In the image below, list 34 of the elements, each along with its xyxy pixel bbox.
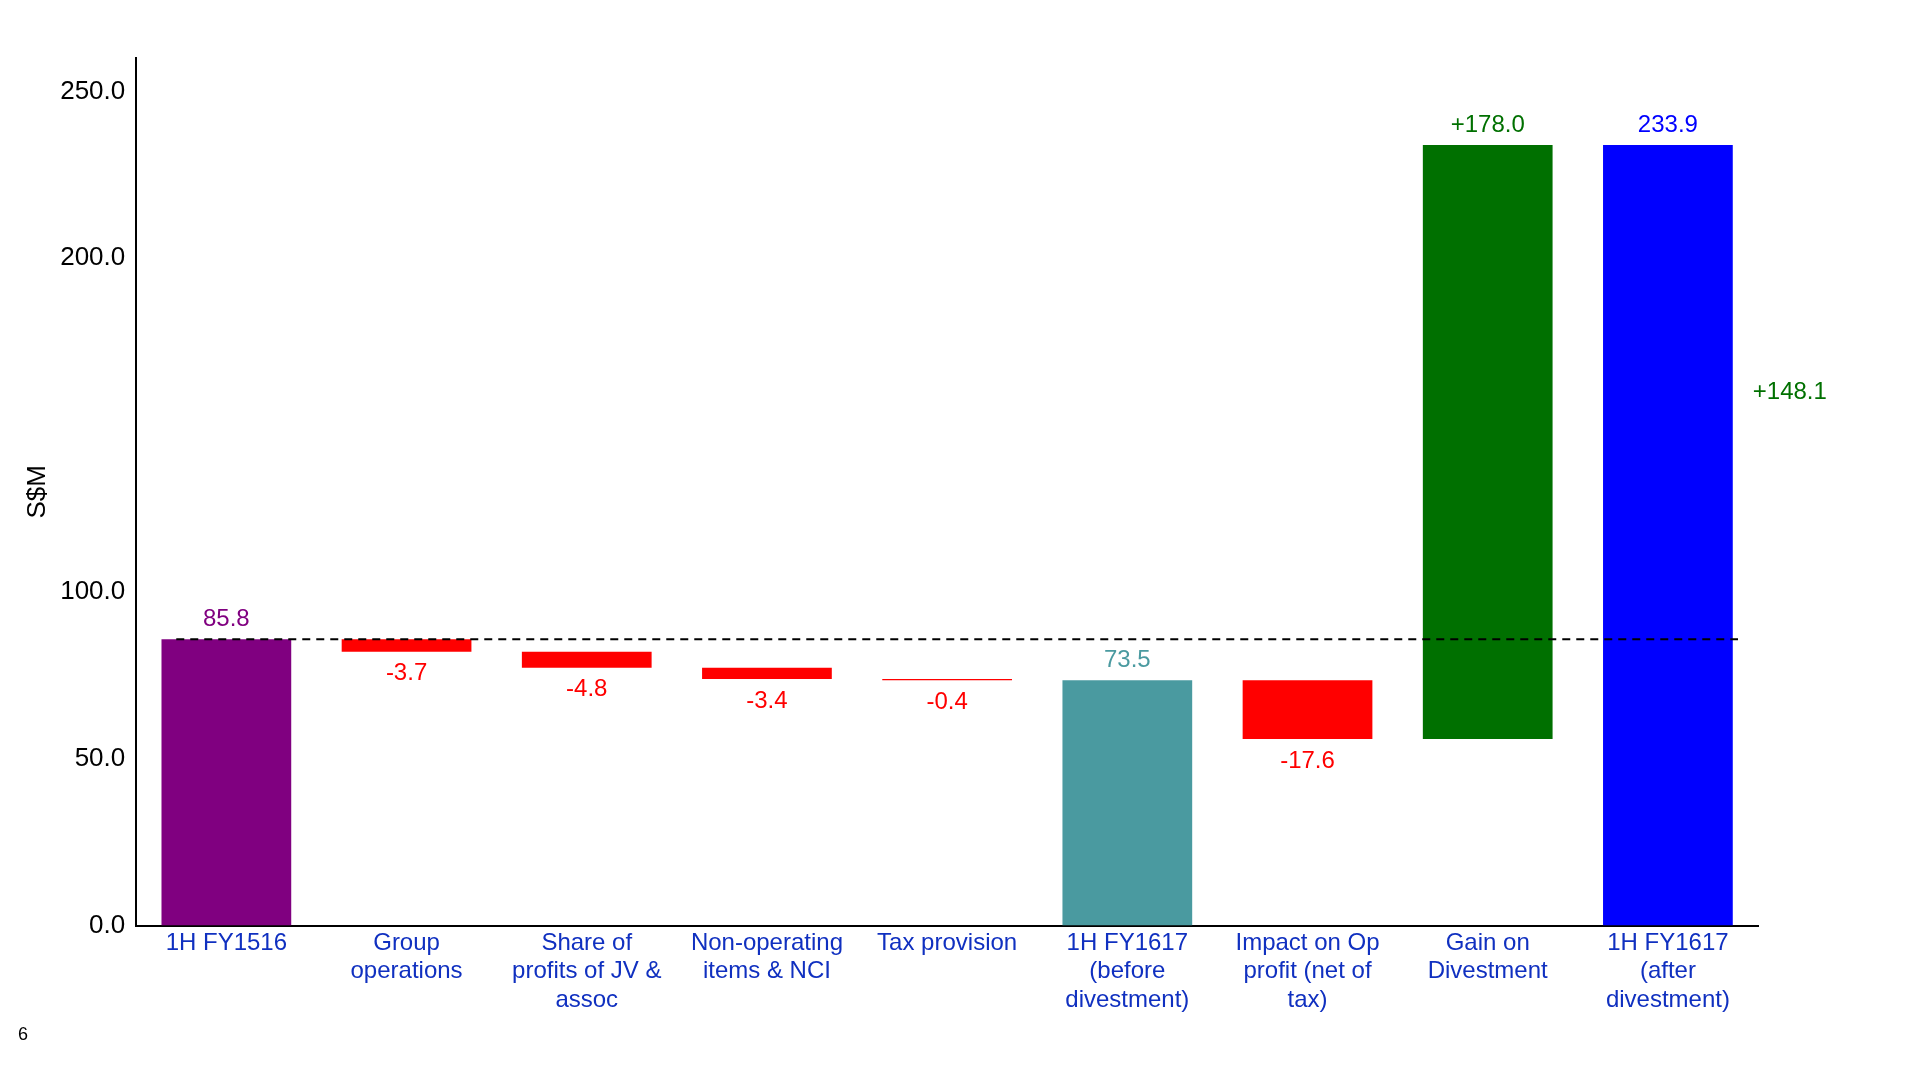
x-tick-label: Tax provision [877, 927, 1018, 955]
bar [521, 651, 652, 668]
bar [1242, 680, 1373, 740]
data-label: -4.8 [566, 674, 608, 702]
bar [161, 639, 292, 926]
data-label: -3.4 [746, 685, 788, 713]
x-tick-label: Gain on Divestment [1427, 927, 1549, 984]
y-tick-label: 200.0 [60, 241, 126, 272]
x-tick-label: Share of profits of JV & assoc [512, 927, 662, 1013]
y-axis-title: S$M [20, 465, 51, 519]
y-tick-label: 250.0 [60, 74, 126, 105]
text: +148.1 [1752, 376, 1827, 404]
data-label: -3.7 [385, 658, 428, 686]
x-tick-label: Impact on Op profit (net of tax) [1235, 927, 1380, 1013]
x-tick-label: 1H FY1617 (after divestment) [1605, 927, 1730, 1013]
y-tick-label: 0.0 [89, 908, 126, 939]
bar [1062, 680, 1193, 926]
data-label: -0.4 [926, 686, 968, 714]
y-tick-label: 50.0 [74, 741, 126, 772]
bar [1422, 145, 1553, 740]
data-label: -17.6 [1280, 745, 1335, 773]
x-tick-label: Non-operating items & NCI [690, 927, 843, 984]
data-label: 233.9 [1637, 109, 1698, 137]
bar [1603, 145, 1733, 926]
data-label: +178.0 [1450, 109, 1525, 137]
bar [702, 667, 832, 679]
data-label: 85.8 [203, 603, 250, 631]
x-tick-label: Group operations [350, 927, 463, 984]
data-label: 73.5 [1103, 644, 1151, 672]
y-tick-label: 100.0 [60, 575, 126, 606]
text: 6 [18, 1023, 29, 1044]
x-tick-label: 1H FY1516 [165, 927, 288, 955]
x-tick-label: 1H FY1617 (before divestment) [1065, 927, 1190, 1013]
bar [341, 639, 472, 652]
